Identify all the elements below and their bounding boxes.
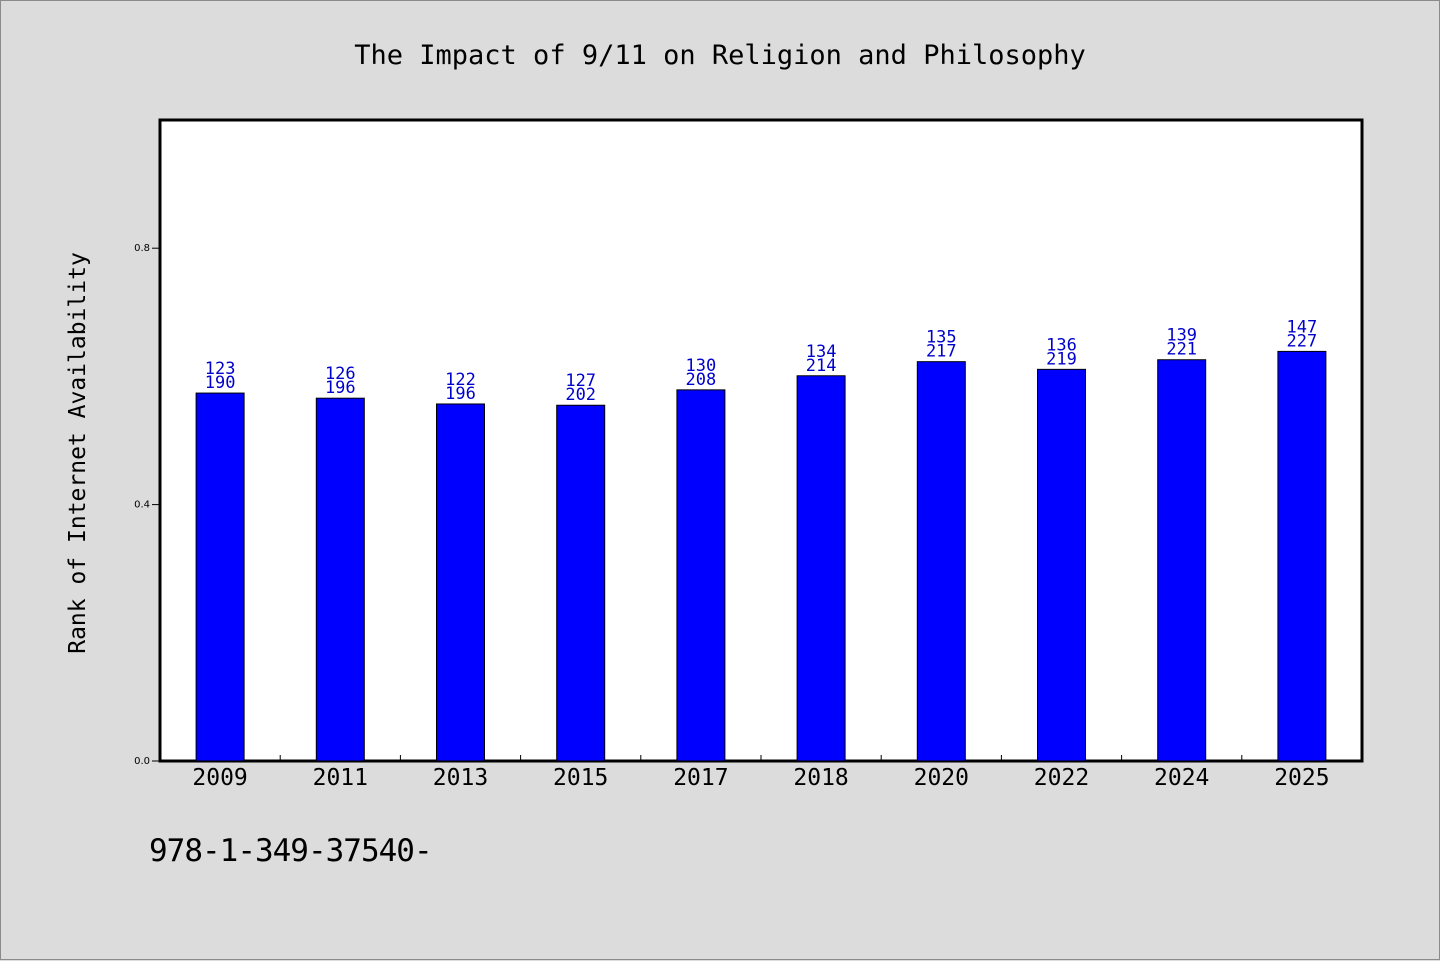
bar-2017 <box>676 389 726 762</box>
bar-2011 <box>315 397 365 762</box>
bar-label-bottom: 208 <box>686 370 717 390</box>
bar-label-bottom: 190 <box>205 373 236 393</box>
bar-label-top: 130 <box>686 356 717 376</box>
y-axis-label: Rank of Internet Availability <box>65 252 91 654</box>
y-tick-label: 0.4 <box>134 500 150 511</box>
y-tick-label: 0.0 <box>134 756 150 767</box>
x-tick-label: 2022 <box>1034 765 1089 791</box>
bar-label-bottom: 217 <box>926 342 957 362</box>
bar-label-top: 139 <box>1166 326 1197 346</box>
x-tick-label: 2017 <box>673 765 728 791</box>
x-tick-label: 2015 <box>553 765 608 791</box>
x-tick-label: 2013 <box>433 765 488 791</box>
x-tick-label: 2025 <box>1274 765 1329 791</box>
bar-2015 <box>556 404 606 762</box>
x-tick-label: 2024 <box>1154 765 1209 791</box>
bar-label-top: 127 <box>565 371 596 391</box>
bar-label-top: 134 <box>806 342 837 362</box>
y-axis: 0.0 0.4 0.8 <box>134 243 160 767</box>
bar-label-top: 123 <box>205 359 236 379</box>
bar-label-bottom: 219 <box>1046 349 1077 369</box>
bar-label-top: 126 <box>325 364 356 384</box>
bar-label-top: 135 <box>926 328 957 348</box>
footer-code: 978-1-349-37540- <box>149 833 433 869</box>
x-axis: 2009 2011 2013 2015 2017 2018 2020 2022 2024 2025 <box>192 755 1330 791</box>
bar-label-bottom: 196 <box>325 378 356 398</box>
bar-2020 <box>916 361 966 762</box>
chart-title: The Impact of 9/11 on Religion and Philo… <box>354 40 1086 71</box>
x-tick-label: 2009 <box>192 765 247 791</box>
bar-label-bottom: 221 <box>1166 340 1197 360</box>
bar-label-bottom: 196 <box>445 384 476 404</box>
bar-label-top: 147 <box>1287 317 1318 337</box>
bar-2022 <box>1037 368 1086 762</box>
bar-label-top: 136 <box>1046 335 1077 355</box>
bar-2024 <box>1157 359 1207 762</box>
bar-2009 <box>195 392 245 762</box>
bar-2025 <box>1277 350 1327 762</box>
bar-label-bottom: 202 <box>565 385 596 405</box>
x-tick-label: 2011 <box>313 765 368 791</box>
x-tick-label: 2018 <box>793 765 848 791</box>
bar-2018 <box>796 375 846 762</box>
x-tick-label: 2020 <box>914 765 969 791</box>
bar-label-bottom: 214 <box>806 356 837 376</box>
bar-label-bottom: 227 <box>1287 331 1318 351</box>
y-tick-label: 0.8 <box>134 243 150 254</box>
bars <box>195 350 1327 762</box>
bar-label-top: 122 <box>445 370 476 390</box>
bar-2013 <box>436 403 485 762</box>
